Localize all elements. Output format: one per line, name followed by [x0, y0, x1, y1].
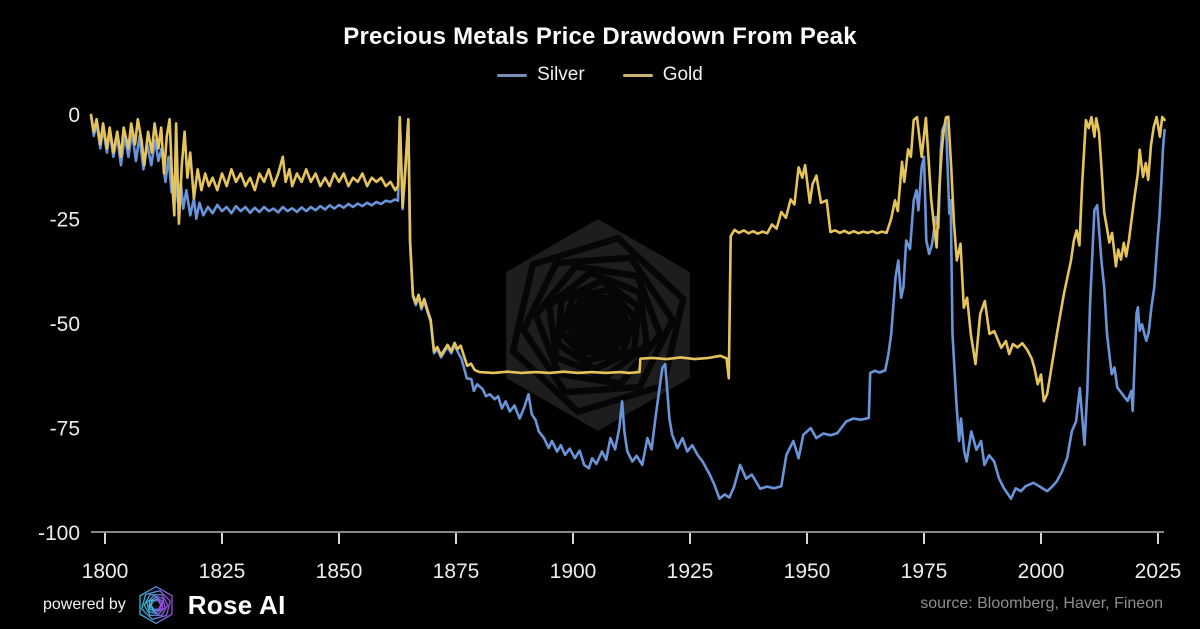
legend-label-silver: Silver: [537, 64, 585, 85]
rose-ai-watermark-icon: [506, 219, 690, 431]
legend-label-gold: Gold: [662, 64, 703, 85]
rose-ai-logo-icon: [139, 585, 173, 625]
x-tick-label-2000: 2000: [1018, 560, 1065, 583]
x-tick-label-1875: 1875: [433, 560, 480, 583]
x-tick-label-2025: 2025: [1135, 560, 1182, 583]
y-tick-label--50: -50: [50, 313, 80, 336]
logo-spiral-ring: [145, 595, 166, 615]
x-tick-label-1950: 1950: [784, 560, 831, 583]
gold-legend-swatch-icon: [622, 73, 653, 77]
x-tick-label-1925: 1925: [667, 560, 714, 583]
logo-spiral-ring: [148, 596, 163, 614]
x-tick-label-1850: 1850: [316, 560, 363, 583]
page-title: Precious Metals Price Drawdown From Peak: [343, 23, 857, 50]
powered-by-bar: powered by Rose AI: [43, 583, 286, 627]
silver-series-line: [89, 113, 1166, 501]
x-tick-label-1825: 1825: [199, 560, 246, 583]
x-tick-label-1800: 1800: [82, 560, 129, 583]
logo-spiral-ring: [143, 594, 169, 616]
legend-item-gold: Gold: [622, 64, 703, 86]
legend-item-silver: Silver: [497, 64, 585, 86]
source-credit: source: Bloomberg, Haver, Fineon: [920, 595, 1163, 612]
powered-by-label: powered by: [43, 596, 126, 613]
y-tick-label--100: -100: [38, 522, 80, 545]
rose-ai-brand-name: Rose AI: [187, 589, 286, 620]
gold-series-line: [89, 113, 1166, 403]
y-tick-label-0: 0: [68, 104, 80, 127]
silver-legend-swatch-icon: [497, 73, 528, 77]
logo-spiral-ring: [150, 600, 162, 610]
logo-spiral-ring: [140, 590, 171, 620]
logo-spiral-ring: [149, 598, 163, 612]
x-tick-label-1975: 1975: [901, 560, 948, 583]
y-tick-label--75: -75: [50, 418, 80, 441]
y-tick-label--25: -25: [50, 209, 80, 232]
x-tick-label-1900: 1900: [550, 560, 597, 583]
legend: Silver Gold: [0, 64, 1200, 86]
